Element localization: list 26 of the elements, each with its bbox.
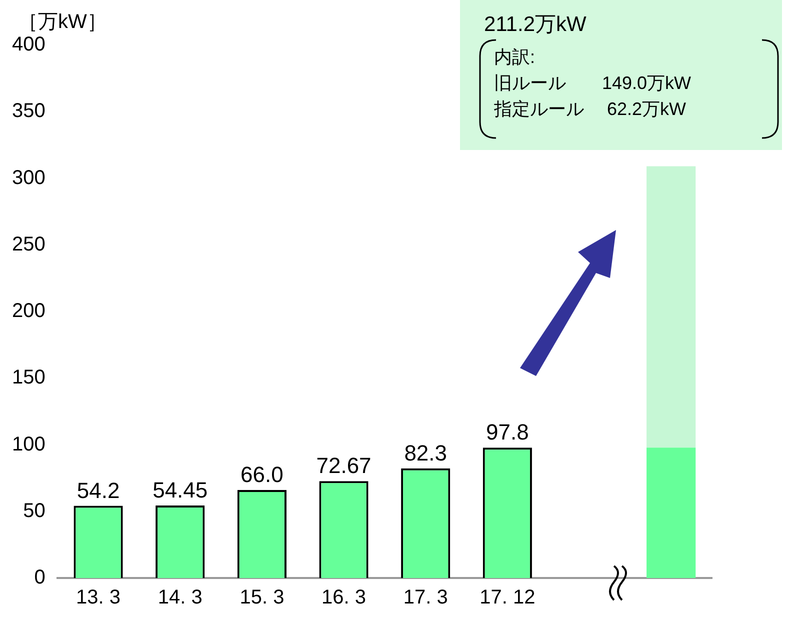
y-tick-label: 50 [23, 500, 46, 522]
data-label: 72.67 [316, 453, 372, 478]
y-tick-label: 0 [34, 566, 46, 589]
y-tick-label: 350 [12, 100, 46, 122]
y-tick-label: 200 [12, 300, 46, 322]
data-label: 97.8 [486, 420, 529, 445]
x-tick-label: 17. 12 [480, 586, 536, 609]
x-tick-label: 13. 3 [76, 586, 121, 609]
y-tick-label: 300 [12, 166, 46, 189]
annotation: 指定ルール 62.2万kW [494, 98, 688, 121]
data-label: 66.0 [240, 462, 284, 488]
data-label: 54.45 [152, 478, 208, 503]
x-tick-label: 14. 3 [158, 586, 202, 609]
x-tick-label: 16. 3 [322, 586, 366, 609]
annotation: 旧ルール 149.0万kW [494, 72, 692, 95]
text: 211.2万kW [484, 12, 586, 38]
x-tick-label: 17. 3 [403, 586, 448, 609]
annotation: 内訳: [494, 46, 536, 69]
y-tick-label: 250 [12, 233, 46, 256]
data-label: 54.2 [76, 478, 120, 503]
y-tick-label: 150 [12, 366, 46, 389]
y-tick-label: 400 [12, 34, 46, 56]
x-tick-label: 15. 3 [240, 586, 284, 609]
data-label: 82.3 [404, 440, 448, 466]
y-axis-title: ［万kW］ [18, 10, 107, 35]
y-tick-label: 100 [12, 433, 46, 456]
